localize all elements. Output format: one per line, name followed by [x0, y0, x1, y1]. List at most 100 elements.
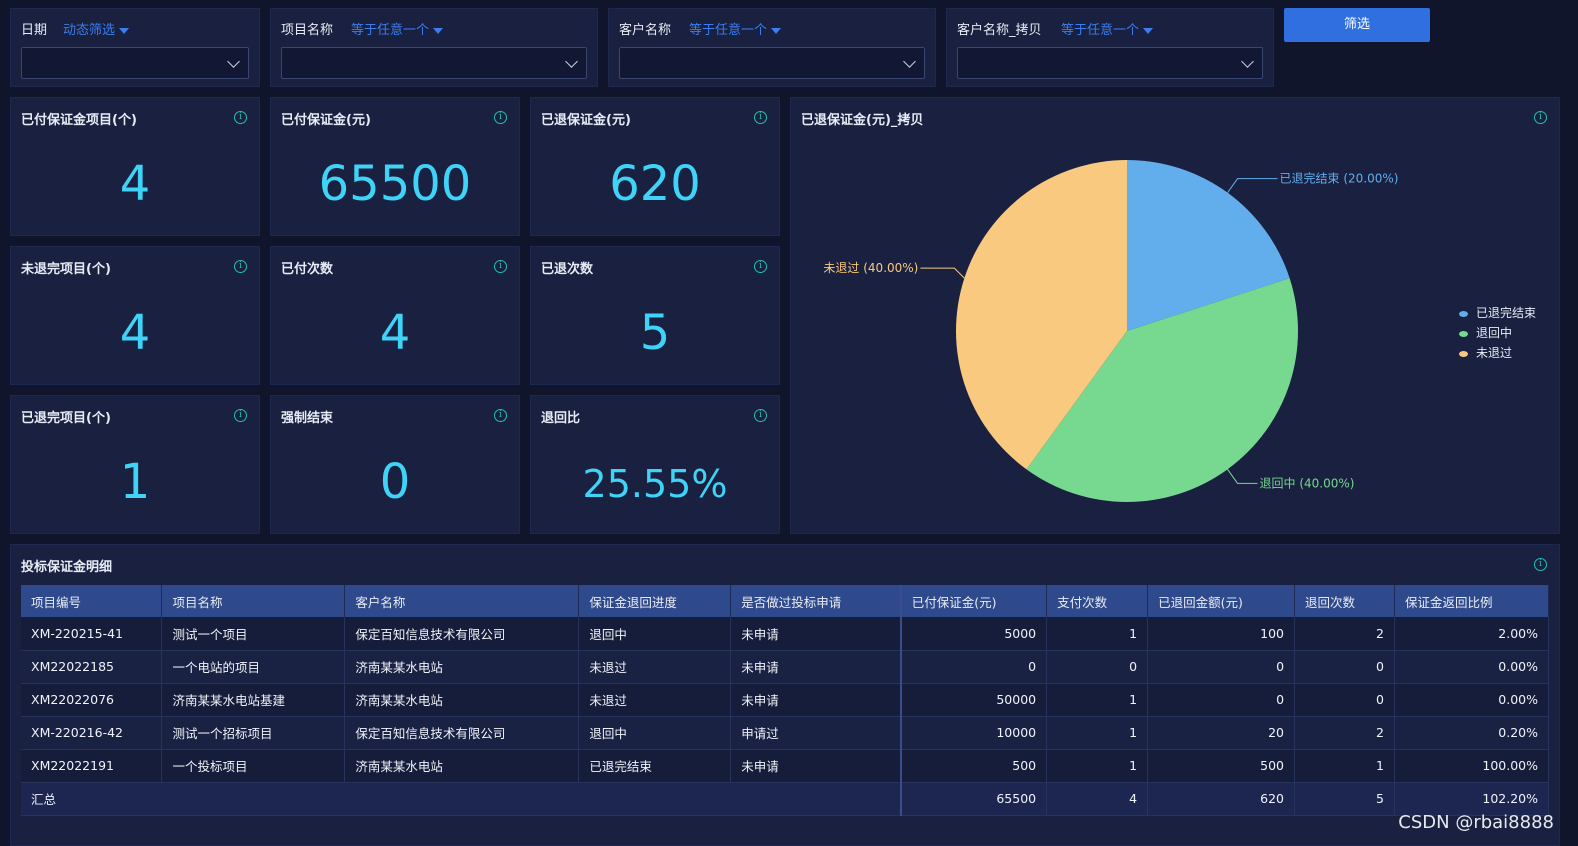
- table-cell: 102.20%: [1394, 782, 1550, 816]
- table-cell: 5000: [900, 617, 1048, 651]
- table-cell: 0: [1147, 683, 1296, 717]
- legend-label: 已退完结束: [1476, 306, 1537, 320]
- detail-panel: 投标保证金明细 i 项目编号 项目名称 客户名称 保证金退回进度 是否做过投标申…: [10, 544, 1560, 846]
- kpi-title: 已付保证金(元): [281, 113, 371, 128]
- column-header[interactable]: 项目编号: [21, 585, 163, 617]
- filter-button[interactable]: 筛选: [1284, 8, 1430, 42]
- filter-mode-dropdown[interactable]: 等于任意一个: [351, 19, 444, 38]
- chevron-down-icon: [227, 55, 240, 68]
- total-label: 汇总: [21, 782, 902, 816]
- table-cell: XM-220216-42: [21, 716, 163, 750]
- caret-down-icon: [119, 27, 130, 34]
- kpi-title: 未退完项目(个): [21, 262, 111, 277]
- pie-panel: 已退保证金(元)_拷贝 i 已退完结束 (20.00%) 退回中 (40.00%)…: [790, 97, 1560, 534]
- table-cell: 未申请: [730, 617, 902, 651]
- table-cell: 2: [1294, 617, 1395, 651]
- legend-label: 退回中: [1476, 326, 1513, 340]
- table-cell: 一个电站的项目: [161, 650, 346, 684]
- table-row[interactable]: XM22022185 一个电站的项目 济南某某水电站 未退过 未申请 0 0 0…: [21, 650, 1550, 684]
- table-cell: 未申请: [730, 683, 902, 717]
- table-cell: 100.00%: [1394, 749, 1550, 783]
- pie-slice-label: 已退完结束 (20.00%): [1280, 171, 1399, 186]
- table-cell: 退回中: [578, 617, 732, 651]
- info-icon[interactable]: i: [494, 260, 507, 273]
- legend-item[interactable]: 已退完结束: [1459, 304, 1536, 321]
- filter-mode-dropdown[interactable]: 动态筛选: [63, 19, 130, 38]
- table-row[interactable]: XM22022076 济南某某水电站基建 济南某某水电站 未退过 未申请 500…: [21, 683, 1550, 717]
- filter-select[interactable]: [619, 47, 925, 79]
- table-row[interactable]: XM-220215-41 测试一个项目 保定百知信息技术有限公司 退回中 未申请…: [21, 617, 1550, 651]
- table-header-row: 项目编号 项目名称 客户名称 保证金退回进度 是否做过投标申请 已付保证金(元)…: [21, 585, 1550, 617]
- filter-select[interactable]: [957, 47, 1263, 79]
- kpi-title: 已退保证金(元): [541, 113, 631, 128]
- filter-project-name: 项目名称 等于任意一个: [270, 8, 598, 87]
- pie-slice[interactable]: [956, 160, 1127, 470]
- kpi-title: 已付次数: [281, 262, 334, 277]
- kpi-card: 已退保证金(元) i 620: [530, 97, 780, 236]
- kpi-card: 退回比 i 25.55%: [530, 395, 780, 534]
- column-header[interactable]: 支付次数: [1046, 585, 1149, 617]
- table-cell: 未退过: [578, 650, 732, 684]
- watermark: CSDN @rbai8888: [1398, 812, 1554, 833]
- kpi-card: 已退完项目(个) i 1: [10, 395, 260, 534]
- pie-slice[interactable]: [1127, 160, 1290, 331]
- table-cell: XM22022185: [21, 650, 163, 684]
- filter-mode-dropdown[interactable]: 等于任意一个: [689, 19, 782, 38]
- table-cell: 0: [1046, 650, 1149, 684]
- info-icon[interactable]: i: [754, 111, 767, 124]
- column-header[interactable]: 已付保证金(元): [900, 585, 1048, 617]
- pie-slice[interactable]: [1026, 278, 1298, 503]
- info-icon[interactable]: i: [234, 260, 247, 273]
- pie-slice-label: 退回中 (40.00%): [1260, 475, 1355, 490]
- chevron-down-icon: [1241, 55, 1254, 68]
- kpi-value: 0: [379, 454, 411, 510]
- column-header[interactable]: 客户名称: [344, 585, 580, 617]
- filter-mode-dropdown[interactable]: 等于任意一个: [1061, 19, 1154, 38]
- legend-item[interactable]: 未退过: [1459, 344, 1512, 361]
- info-icon[interactable]: i: [754, 260, 767, 273]
- column-header[interactable]: 已退回金额(元): [1147, 585, 1296, 617]
- info-icon[interactable]: i: [1534, 558, 1547, 571]
- filter-label: 客户名称_拷贝: [957, 23, 1042, 38]
- column-header[interactable]: 项目名称: [161, 585, 346, 617]
- table-row[interactable]: XM22022191 一个投标项目 济南某某水电站 已退完结束 未申请 500 …: [21, 749, 1550, 783]
- table-cell: 5: [1294, 782, 1395, 816]
- column-header[interactable]: 保证金返回比例: [1394, 585, 1550, 617]
- table-cell: 20: [1147, 716, 1296, 750]
- table-cell: 0.20%: [1394, 716, 1550, 750]
- table-row[interactable]: XM-220216-42 测试一个招标项目 保定百知信息技术有限公司 退回中 申…: [21, 716, 1550, 750]
- info-icon[interactable]: i: [494, 111, 507, 124]
- kpi-card: 已付保证金(元) i 65500: [270, 97, 520, 236]
- table-cell: 保定百知信息技术有限公司: [344, 617, 580, 651]
- info-icon[interactable]: i: [494, 409, 507, 422]
- detail-title: 投标保证金明细: [21, 560, 113, 575]
- column-header[interactable]: 是否做过投标申请: [730, 585, 902, 617]
- column-header[interactable]: 退回次数: [1294, 585, 1395, 617]
- info-icon[interactable]: i: [234, 111, 247, 124]
- kpi-title: 强制结束: [281, 411, 334, 426]
- pie-chart: 已退完结束 (20.00%) 退回中 (40.00%) 未退过 (40.00%): [823, 160, 1399, 503]
- filter-date: 日期 动态筛选: [10, 8, 260, 87]
- caret-down-icon: [771, 27, 782, 34]
- table-cell: 2.00%: [1394, 617, 1550, 651]
- kpi-value: 4: [119, 305, 151, 361]
- table-cell: 未申请: [730, 650, 902, 684]
- table-cell: 未退过: [578, 683, 732, 717]
- filter-select[interactable]: [21, 47, 249, 79]
- info-icon[interactable]: i: [1534, 111, 1547, 124]
- info-icon[interactable]: i: [754, 409, 767, 422]
- chevron-down-icon: [903, 55, 916, 68]
- table-cell: 10000: [900, 716, 1048, 750]
- legend-dot: [1459, 350, 1468, 357]
- column-header[interactable]: 保证金退回进度: [578, 585, 732, 617]
- legend-item[interactable]: 退回中: [1459, 324, 1512, 341]
- kpi-card: 已付次数 i 4: [270, 246, 520, 385]
- kpi-card: 已退次数 i 5: [530, 246, 780, 385]
- filter-select[interactable]: [281, 47, 587, 79]
- table-cell: 济南某某水电站: [344, 749, 580, 783]
- pie-title: 已退保证金(元)_拷贝: [801, 113, 924, 128]
- table-cell: 4: [1046, 782, 1149, 816]
- info-icon[interactable]: i: [234, 409, 247, 422]
- table-cell: 申请过: [730, 716, 902, 750]
- pie-label-leader: [1227, 178, 1278, 193]
